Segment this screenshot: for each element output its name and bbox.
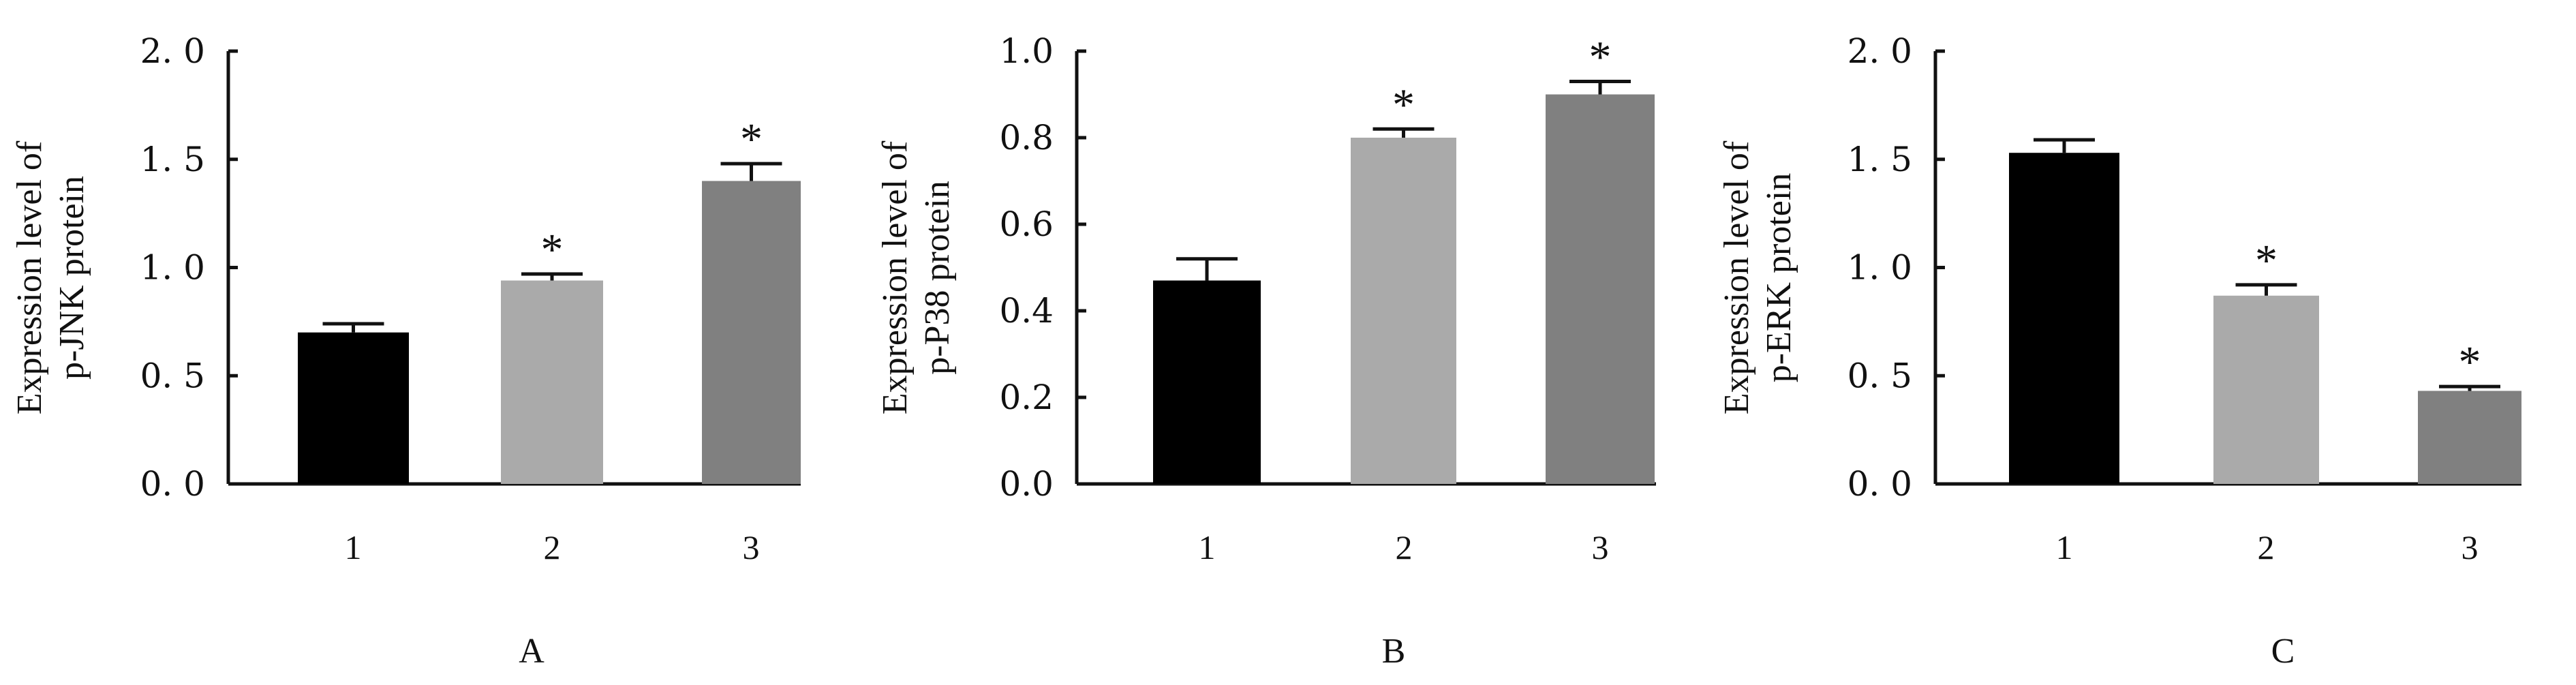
y-tick-label: 1.0 <box>999 31 1054 71</box>
category-label: 1 <box>345 528 362 566</box>
bar-1 <box>298 332 409 484</box>
category-label: 2 <box>1396 528 1413 566</box>
y-tick-label: 0. 5 <box>140 356 205 395</box>
panel-B: 0.0 0.2 0.4 0.6 0.8 1.0 1 * 2 * 3 Expression level … <box>876 31 1656 671</box>
significance-mark: * <box>541 225 564 275</box>
y-axis-title-line: p-JNK protein <box>52 176 91 380</box>
y-tick-label: 0.4 <box>999 291 1054 331</box>
y-tick-label: 2. 0 <box>1847 31 1912 71</box>
y-axis-title-line: p-ERK protein <box>1760 173 1798 383</box>
y-axis-title: Expression level ofp-ERK protein <box>1717 140 1798 414</box>
category-label: 2 <box>2258 528 2275 566</box>
significance-mark: * <box>2255 236 2278 286</box>
category-label: 1 <box>2056 528 2073 566</box>
y-tick-label: 0.6 <box>999 204 1054 244</box>
y-axis-title: Expression level ofp-JNK protein <box>10 140 91 414</box>
category-label: 2 <box>544 528 561 566</box>
bar-1 <box>2009 153 2119 484</box>
significance-mark: * <box>1392 80 1415 130</box>
y-axis-title-line: Expression level of <box>10 140 49 414</box>
y-axis-title-line: Expression level of <box>1717 140 1756 414</box>
significance-mark: * <box>740 115 763 164</box>
bar-1 <box>1153 280 1261 484</box>
y-tick-label: 1. 0 <box>1847 248 1912 288</box>
bar-3 <box>2418 391 2521 484</box>
bar-3 <box>1546 94 1655 484</box>
y-axis-title-line: Expression level of <box>876 140 915 414</box>
category-label: 1 <box>1199 528 1216 566</box>
category-label: 3 <box>1592 528 1609 566</box>
y-tick-label: 1. 5 <box>1847 140 1912 179</box>
y-tick-label: 0.8 <box>999 118 1054 157</box>
panel-label: A <box>519 632 545 671</box>
category-label: 3 <box>743 528 760 566</box>
panel-A: 0. 0 0. 5 1. 0 1. 5 2. 0 1 * 2 * 3 Expression leve… <box>10 31 801 671</box>
y-tick-label: 0.2 <box>999 378 1054 417</box>
panel-label: C <box>2271 632 2295 671</box>
panel-label: B <box>1382 632 1406 671</box>
bar-2 <box>2213 295 2319 484</box>
y-axis-title: Expression level ofp-P38 protein <box>876 140 957 414</box>
category-label: 3 <box>2462 528 2479 566</box>
y-tick-label: 0. 0 <box>140 464 205 504</box>
y-tick-label: 1. 0 <box>140 248 205 288</box>
y-tick-label: 2. 0 <box>140 31 205 71</box>
y-tick-label: 0. 5 <box>1847 356 1912 395</box>
significance-mark: * <box>1589 32 1612 82</box>
y-tick-label: 0. 0 <box>1847 464 1912 504</box>
bar-3 <box>702 181 801 484</box>
bar-2 <box>501 280 603 484</box>
y-tick-label: 1. 5 <box>140 140 205 179</box>
significance-mark: * <box>2459 337 2481 387</box>
panel-C: 0. 0 0. 5 1. 0 1. 5 2. 0 1 * 2 * 3 Expression leve… <box>1717 31 2521 671</box>
y-tick-label: 0.0 <box>999 464 1054 504</box>
y-axis-title-line: p-P38 protein <box>918 181 957 375</box>
bar-2 <box>1351 138 1456 484</box>
